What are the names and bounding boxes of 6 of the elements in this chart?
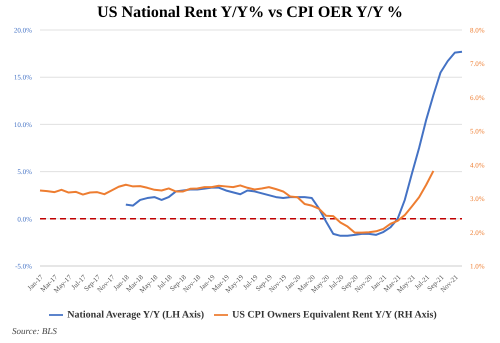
legend-label: National Average Y/Y (LH Axis) [67, 309, 204, 320]
line-series [124, 50, 463, 237]
legend-label: US CPI Owners Equivalent Rent Y/Y (RH Axis) [232, 309, 437, 320]
line-series [39, 170, 434, 234]
source-note: Source: BLS [12, 326, 57, 336]
chart-title: US National Rent Y/Y% vs CPI OER Y/Y % [96, 4, 404, 22]
